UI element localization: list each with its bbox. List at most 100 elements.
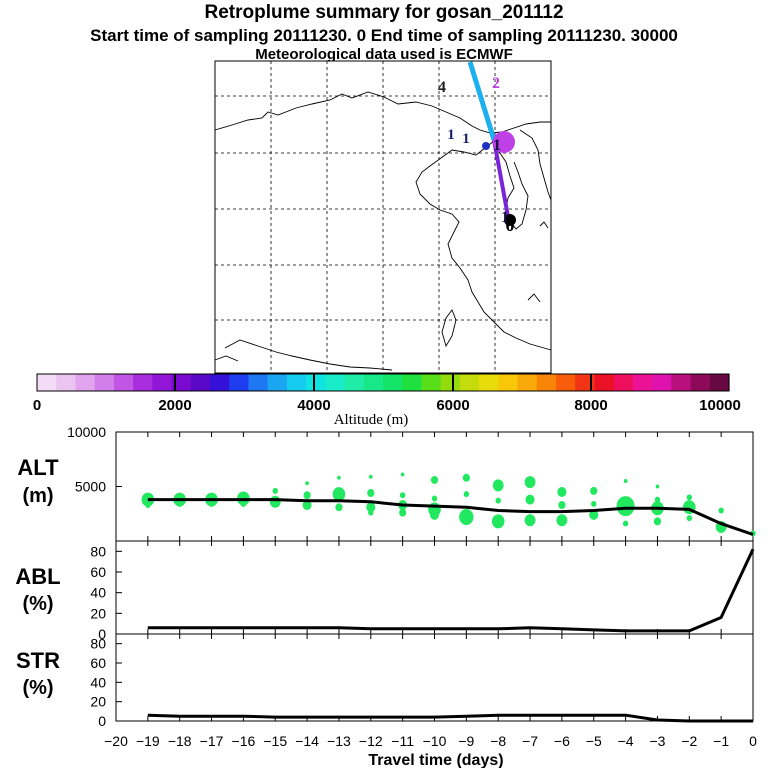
scatter-point xyxy=(208,500,215,507)
map-day-label: 1 xyxy=(493,137,501,154)
trajectory-segment-far xyxy=(467,61,497,141)
colorbar-label: Altitude (m) xyxy=(334,412,409,428)
scatter-point xyxy=(369,474,373,479)
scatter-point xyxy=(589,509,599,520)
x-tick-label: −12 xyxy=(359,733,383,749)
trajectory-segment-near xyxy=(492,139,511,223)
figure-title: Retroplume summary for gosan_201112 xyxy=(204,2,564,23)
panel-frame xyxy=(115,540,754,635)
scatter-point xyxy=(177,500,183,507)
colorbar-cell xyxy=(575,374,596,391)
y-tick-label: 5000 xyxy=(75,479,106,495)
x-tick-label: −3 xyxy=(649,733,665,749)
x-tick-label: −10 xyxy=(423,733,447,749)
scatter-point xyxy=(622,520,629,527)
colorbar-cell xyxy=(632,374,653,391)
y-tick-label: 10000 xyxy=(67,424,106,440)
x-tick-label: −1 xyxy=(713,733,729,749)
sampling-time-line: Start time of sampling 20111230. 0 End t… xyxy=(90,26,678,45)
colorbar-cell xyxy=(229,374,250,391)
colorbar-cell xyxy=(344,374,365,391)
scatter-point xyxy=(240,500,247,507)
colorbar-ticks: 0 2000 4000 6000 8000 10000 xyxy=(33,397,741,414)
colorbar-tick: 4000 xyxy=(297,397,330,414)
scatter-point xyxy=(653,517,662,526)
colorbar-cell xyxy=(325,374,346,391)
series-line xyxy=(147,498,754,536)
y-tick-label: 40 xyxy=(90,585,106,601)
scatter-point xyxy=(430,509,439,520)
x-tick-label: −6 xyxy=(554,733,570,749)
colorbar-tick: 2000 xyxy=(158,397,191,414)
time-series-panels: ALT (m) 10000 5000 ABL (%) 80 60 40 20 0 STR (%) 80 60… xyxy=(15,424,756,729)
colorbar-cell xyxy=(498,374,519,391)
y-tick-label: 40 xyxy=(90,674,106,690)
colorbar-cell xyxy=(459,374,480,391)
scatter-point xyxy=(459,509,474,526)
y-tick-label: 0 xyxy=(98,713,106,729)
y-tick-label: 20 xyxy=(90,694,106,710)
x-tick-label: −17 xyxy=(200,733,224,749)
x-tick-label: −19 xyxy=(136,733,160,749)
colorbar-cell xyxy=(671,374,692,391)
x-tick-label: −9 xyxy=(458,733,474,749)
y-tick-label: 80 xyxy=(90,636,106,652)
colorbar-cell xyxy=(113,374,134,391)
colorbar-cell xyxy=(152,374,173,391)
map-day-label: 1 xyxy=(447,127,455,143)
panel-ylabel: ALT xyxy=(17,455,59,480)
scatter-point xyxy=(655,484,660,489)
plume-point xyxy=(482,142,490,150)
colorbar-cell xyxy=(210,374,230,391)
colorbar-cell xyxy=(517,374,538,391)
coastlines-borders xyxy=(214,91,552,371)
colorbar-frame xyxy=(36,373,730,392)
colorbar-tick: 10000 xyxy=(699,397,741,414)
y-tick-label: 0 xyxy=(98,626,106,642)
scatter-point xyxy=(399,492,406,499)
map-day-label: 0 xyxy=(506,215,515,235)
scatter-point xyxy=(557,486,567,497)
y-tick-label: 80 xyxy=(90,543,106,559)
scatter-point xyxy=(431,495,438,502)
panel-1: ABL (%) 80 60 40 20 0 xyxy=(15,540,755,642)
map-graticule xyxy=(215,61,551,373)
x-tick-label: −11 xyxy=(391,733,414,749)
scatter-point xyxy=(462,473,470,482)
colorbar-cell xyxy=(37,374,57,391)
colorbar-cell xyxy=(421,374,442,391)
colorbar-cell xyxy=(556,374,576,391)
map-day-label: 1 xyxy=(501,209,509,226)
colorbar-cell xyxy=(75,374,96,391)
colorbar-tick: 8000 xyxy=(574,397,607,414)
x-tick-label: −14 xyxy=(295,733,319,749)
scatter-point xyxy=(495,497,501,504)
scatter-point xyxy=(524,476,536,489)
scatter-point xyxy=(718,507,724,514)
panel-ylabel: ABL xyxy=(15,564,60,589)
scatter-point xyxy=(686,515,692,522)
scatter-point xyxy=(430,475,439,484)
scatter-point xyxy=(337,475,341,480)
series-line xyxy=(147,713,753,723)
colorbar-cell xyxy=(536,374,557,391)
scatter-point xyxy=(525,494,535,505)
x-tick-labels: −20 −19 −18 −17 −16 −15 −14 −13 −12 −11 −10 −9 −8 −7−… xyxy=(104,733,757,749)
y-tick-label: 20 xyxy=(90,605,106,621)
scatter-point xyxy=(367,489,375,498)
trajectory-map: 2 4 1 1 1 1 0 xyxy=(214,60,552,374)
scatter-point xyxy=(269,495,281,508)
colorbar-tick: 6000 xyxy=(436,397,469,414)
x-tick-label: −16 xyxy=(232,733,256,749)
colorbar-cell xyxy=(248,374,269,391)
colorbar-cell xyxy=(652,374,672,391)
scatter-point xyxy=(556,514,568,527)
colorbar-cell xyxy=(56,374,77,391)
colorbar-cell xyxy=(383,374,403,391)
colorbar-cell xyxy=(133,374,153,391)
x-tick-label: −7 xyxy=(522,733,538,749)
scatter-point xyxy=(145,502,151,509)
colorbar-cell xyxy=(479,374,499,391)
x-tick-label: −15 xyxy=(263,733,287,749)
